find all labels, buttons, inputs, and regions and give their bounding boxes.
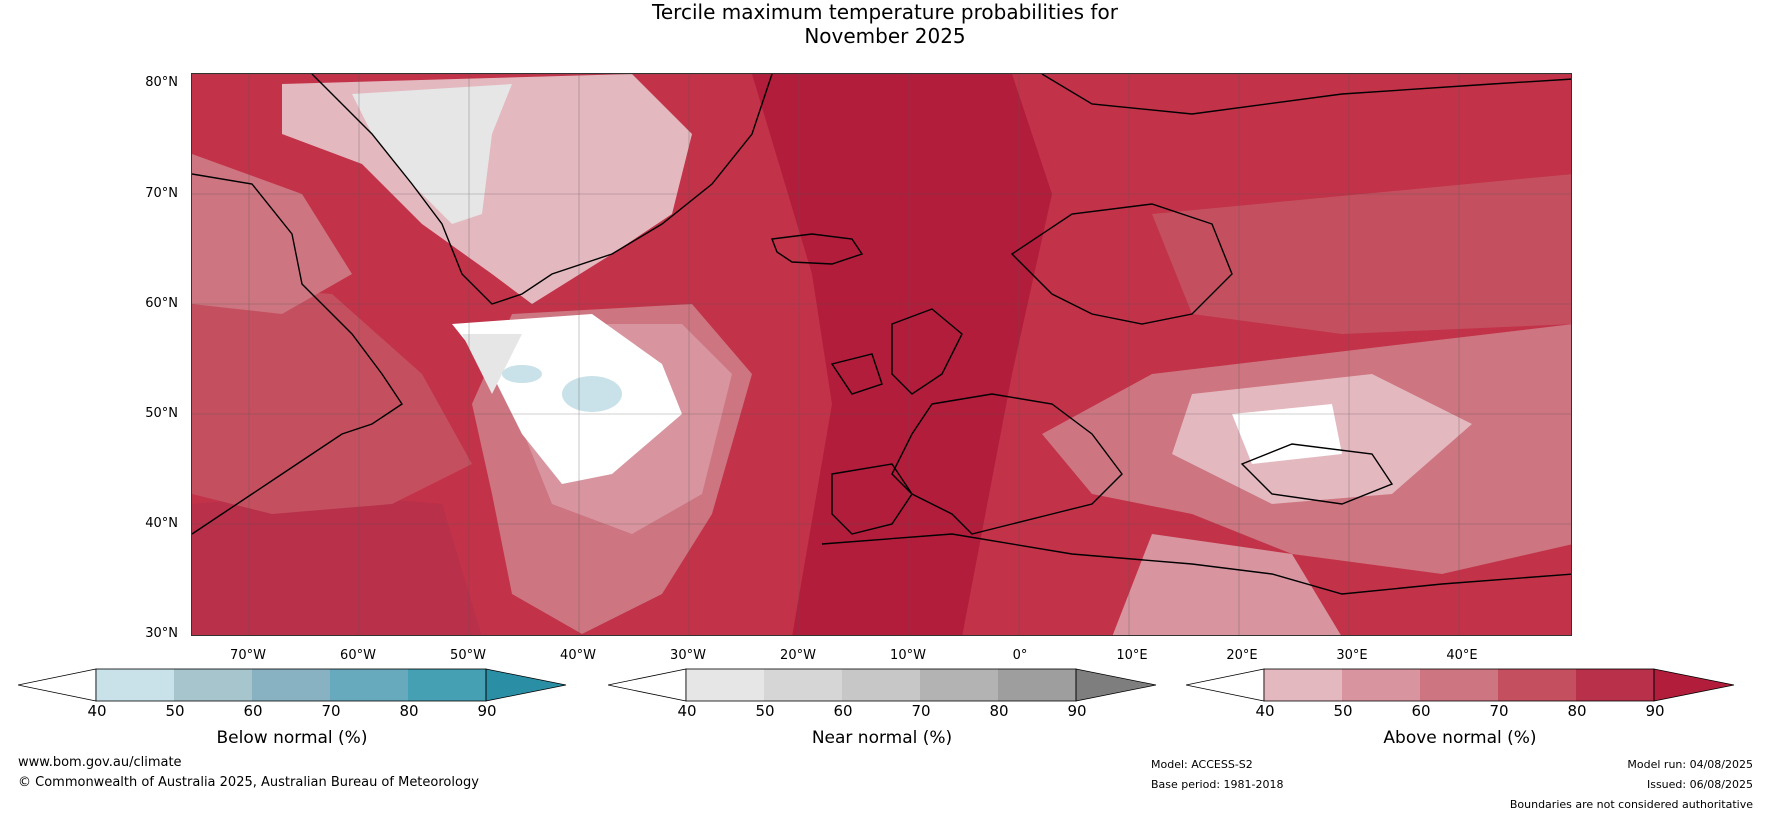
footer-website: www.bom.gov.au/climate bbox=[18, 755, 182, 770]
colorbar-below-seg-5 bbox=[408, 669, 486, 701]
lon-label-0: 0° bbox=[1012, 648, 1028, 663]
colorbar-near-normal bbox=[608, 668, 1157, 702]
lon-label-20e: 20°E bbox=[1226, 648, 1258, 663]
colorbar-near-right-arrow bbox=[1075, 668, 1157, 702]
lon-label-40e: 40°E bbox=[1446, 648, 1478, 663]
coast-arctic bbox=[1041, 74, 1571, 115]
lon-label-50w: 50°W bbox=[450, 648, 486, 663]
lon-label-60w: 60°W bbox=[340, 648, 376, 663]
cbar-near-tick-70: 70 bbox=[911, 702, 931, 720]
lon-label-30w: 30°W bbox=[670, 648, 706, 663]
colorbar-near-seg-4 bbox=[920, 669, 998, 701]
lon-label-30e: 30°E bbox=[1336, 648, 1368, 663]
cbar-below-tick-80: 80 bbox=[399, 702, 419, 720]
cbar-above-tick-60: 60 bbox=[1411, 702, 1431, 720]
region-greenland-near-normal bbox=[352, 84, 512, 224]
cbar-above-tick-90: 90 bbox=[1645, 702, 1665, 720]
lat-label-30: 30°N bbox=[145, 626, 178, 641]
colorbar-near-seg-2 bbox=[764, 669, 842, 701]
title-line-2: November 2025 bbox=[804, 24, 966, 48]
map-title: Tercile maximum temperature probabilitie… bbox=[0, 0, 1770, 48]
footer-disclaimer: Boundaries are not considered authoritat… bbox=[1509, 798, 1753, 811]
coastlines bbox=[192, 74, 1571, 595]
cbar-below-tick-40: 40 bbox=[87, 702, 107, 720]
lat-label-60: 60°N bbox=[145, 296, 178, 311]
lat-label-70: 70°N bbox=[145, 186, 178, 201]
cbar-near-tick-90: 90 bbox=[1067, 702, 1087, 720]
colorbar-below-seg-1 bbox=[96, 669, 174, 701]
footer-issued: Issued: 06/08/2025 bbox=[1646, 778, 1753, 791]
colorbar-near-left-arrow bbox=[608, 668, 687, 702]
lon-label-40w: 40°W bbox=[560, 648, 596, 663]
region-below-normal-2 bbox=[562, 376, 622, 412]
colorbar-below-seg-2 bbox=[174, 669, 252, 701]
region-below-normal-1 bbox=[502, 365, 542, 383]
footer-copyright: © Commonwealth of Australia 2025, Austra… bbox=[18, 775, 479, 790]
map-canvas bbox=[192, 74, 1571, 635]
colorbar-below-title: Below normal (%) bbox=[216, 728, 368, 748]
probability-map bbox=[191, 73, 1572, 636]
colorbar-below-normal bbox=[18, 668, 567, 702]
graticule bbox=[192, 74, 1571, 635]
cbar-near-tick-50: 50 bbox=[755, 702, 775, 720]
colorbar-above-left-arrow bbox=[1186, 668, 1265, 702]
cbar-below-tick-60: 60 bbox=[243, 702, 263, 720]
region-canada-medium bbox=[192, 284, 472, 514]
colorbar-above-seg-4 bbox=[1498, 669, 1576, 701]
lon-label-10e: 10°E bbox=[1116, 648, 1148, 663]
cbar-above-tick-50: 50 bbox=[1333, 702, 1353, 720]
colorbar-near-title: Near normal (%) bbox=[811, 728, 953, 748]
coast-north-africa bbox=[821, 533, 1571, 595]
lon-label-10w: 10°W bbox=[890, 648, 926, 663]
colorbar-near-seg-3 bbox=[842, 669, 920, 701]
coast-black-sea bbox=[1240, 443, 1394, 505]
cbar-above-tick-80: 80 bbox=[1567, 702, 1587, 720]
coast-western-europe bbox=[891, 393, 1123, 535]
coast-ireland bbox=[830, 353, 883, 395]
colorbar-above-seg-3 bbox=[1420, 669, 1498, 701]
coast-greenland bbox=[311, 74, 773, 305]
region-north-africa bbox=[1112, 534, 1341, 635]
colorbar-above-title: Above normal (%) bbox=[1383, 728, 1537, 748]
lat-label-80: 80°N bbox=[145, 75, 178, 90]
region-eastern-europe-white bbox=[1232, 404, 1342, 464]
region-southwest-red bbox=[192, 494, 482, 635]
region-scandinavia bbox=[1152, 174, 1571, 334]
footer-model: Model: ACCESS-S2 bbox=[1151, 758, 1253, 771]
coast-iceland bbox=[771, 233, 864, 265]
region-dark-red-atlantic bbox=[752, 74, 1052, 635]
lon-label-70w: 70°W bbox=[230, 648, 266, 663]
cbar-above-tick-40: 40 bbox=[1255, 702, 1275, 720]
colorbar-below-seg-4 bbox=[330, 669, 408, 701]
cbar-below-tick-50: 50 bbox=[165, 702, 185, 720]
title-line-1: Tercile maximum temperature probabilitie… bbox=[652, 0, 1118, 24]
cbar-below-tick-70: 70 bbox=[321, 702, 341, 720]
colorbar-near-seg-1 bbox=[686, 669, 764, 701]
cbar-near-tick-40: 40 bbox=[677, 702, 697, 720]
coast-british-isles bbox=[891, 308, 963, 395]
cbar-below-tick-90: 90 bbox=[477, 702, 497, 720]
footer-model-run: Model run: 04/08/2025 bbox=[1627, 758, 1753, 771]
colorbar-above-seg-2 bbox=[1342, 669, 1420, 701]
colorbar-below-left-arrow bbox=[18, 668, 97, 702]
colorbar-above-seg-5 bbox=[1576, 669, 1654, 701]
coast-scandinavia bbox=[1010, 203, 1233, 325]
cbar-near-tick-80: 80 bbox=[989, 702, 1009, 720]
coast-north-america bbox=[192, 173, 403, 535]
colorbar-above-normal bbox=[1186, 668, 1735, 702]
colorbar-below-seg-3 bbox=[252, 669, 330, 701]
lat-label-40: 40°N bbox=[145, 516, 178, 531]
lon-label-20w: 20°W bbox=[780, 648, 816, 663]
colorbar-near-seg-5 bbox=[998, 669, 1076, 701]
cbar-above-tick-70: 70 bbox=[1489, 702, 1509, 720]
region-atlantic-near-normal bbox=[462, 334, 522, 394]
colorbar-below-right-arrow bbox=[485, 668, 567, 702]
cbar-near-tick-60: 60 bbox=[833, 702, 853, 720]
colorbar-above-right-arrow bbox=[1653, 668, 1735, 702]
footer-base-period: Base period: 1981-2018 bbox=[1151, 778, 1284, 791]
lat-label-50: 50°N bbox=[145, 406, 178, 421]
colorbar-above-seg-1 bbox=[1264, 669, 1342, 701]
coast-iberia bbox=[831, 463, 913, 535]
